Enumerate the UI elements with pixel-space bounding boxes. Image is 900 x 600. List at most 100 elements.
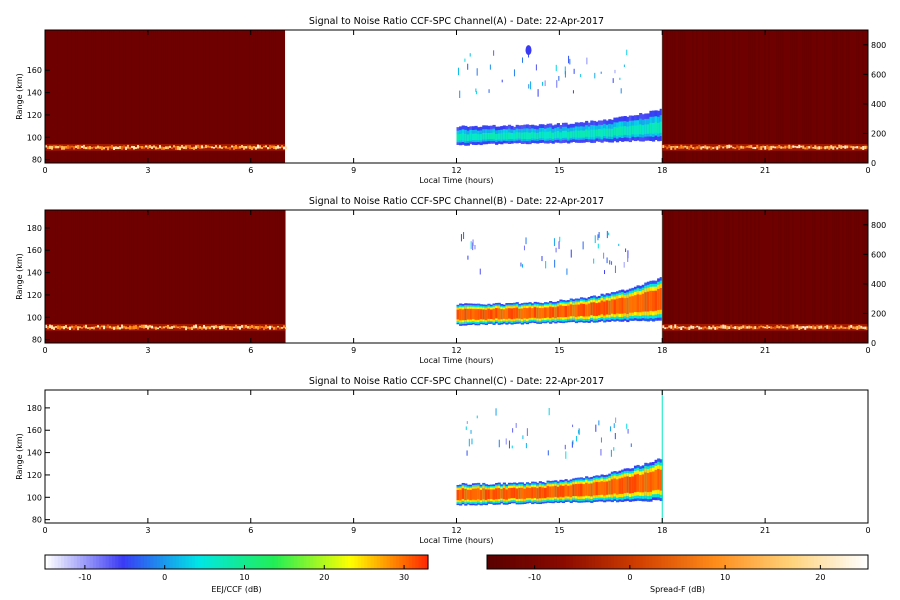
colorbar-swatch	[249, 555, 254, 569]
layer-pixel	[65, 324, 67, 329]
colorbar-swatch	[820, 555, 825, 569]
colorbar-swatch	[303, 555, 308, 569]
colorbar-swatch	[121, 555, 126, 569]
echo-pixel	[549, 131, 553, 139]
layer-pixel	[700, 146, 703, 150]
colorbar-swatch	[623, 555, 628, 569]
echo-pixel	[541, 308, 545, 319]
layer-pixel	[127, 327, 129, 329]
layer-pixel	[53, 326, 55, 330]
weak-return	[603, 252, 605, 259]
layer-pixel	[233, 146, 235, 150]
echo-pixel	[574, 130, 578, 138]
background-texture	[752, 30, 754, 163]
background-texture	[153, 30, 154, 163]
layer-pixel	[800, 145, 803, 148]
y2-tick-label: 0	[871, 159, 876, 168]
layer-pixel	[283, 146, 285, 150]
echo-pixel	[600, 300, 604, 315]
layer-pixel	[824, 146, 827, 150]
layer-pixel	[702, 146, 705, 149]
echo-pixel	[551, 307, 555, 318]
background-texture	[702, 210, 704, 343]
layer-pixel	[866, 326, 869, 330]
background-texture	[87, 210, 88, 343]
y2-tick-label: 600	[871, 70, 886, 79]
layer-pixel	[191, 326, 193, 330]
colorbar-swatch	[70, 555, 75, 569]
layer-pixel	[864, 145, 867, 150]
weak-return	[618, 243, 620, 246]
layer-pixel	[193, 146, 195, 150]
weak-return	[626, 49, 628, 56]
background-texture	[750, 30, 752, 163]
echo-pixel	[489, 489, 494, 500]
background-texture	[692, 30, 694, 163]
background-texture	[768, 30, 770, 163]
colorbar-swatch	[293, 555, 298, 569]
echo-pixel	[495, 488, 499, 500]
echo-pixel	[546, 307, 550, 318]
echo-pixel	[536, 307, 540, 319]
background-texture	[854, 210, 856, 343]
colorbar-swatch	[89, 555, 94, 569]
x-tick-label: 6	[248, 346, 253, 355]
layer-pixel	[261, 326, 263, 328]
colorbar-swatch	[73, 555, 78, 569]
colorbar-swatch	[255, 555, 260, 569]
layer-pixel	[832, 327, 835, 330]
echo-pixel	[621, 297, 625, 314]
echo-pixel	[597, 482, 602, 496]
colorbar-swatch	[614, 555, 618, 569]
layer-pixel	[81, 327, 83, 329]
background-texture	[199, 210, 200, 343]
colorbar-swatch	[396, 555, 400, 569]
y-tick-label: 160	[27, 426, 42, 435]
layer-pixel	[261, 147, 263, 149]
layer-pixel	[141, 145, 143, 149]
echo-pixel	[579, 303, 584, 316]
colorbar-swatch	[188, 555, 193, 569]
layer-pixel	[55, 326, 57, 328]
echo-pixel	[497, 133, 501, 140]
echo-pixel	[567, 305, 571, 317]
background-texture	[93, 210, 94, 343]
layer-pixel	[219, 145, 221, 149]
background-texture	[249, 30, 250, 163]
colorbar-swatch	[807, 555, 812, 569]
weak-return	[471, 438, 473, 445]
layer-pixel	[828, 325, 831, 330]
layer-pixel	[696, 325, 699, 328]
colorbar-swatch	[96, 555, 100, 569]
layer-pixel	[750, 145, 753, 149]
colorbar-swatch	[842, 555, 847, 569]
layer-pixel	[698, 144, 701, 149]
background-texture	[209, 210, 210, 343]
y2-tick-label: 400	[871, 100, 886, 109]
colorbar-swatch	[610, 555, 615, 569]
data-segment-2	[662, 210, 869, 343]
background-texture	[672, 30, 674, 163]
weak-return	[535, 64, 537, 71]
layer-pixel	[758, 146, 761, 150]
echo-pixel	[577, 130, 581, 138]
layer-pixel	[123, 325, 125, 329]
layer-pixel	[75, 325, 77, 329]
weak-return	[495, 408, 497, 416]
colorbar-swatch	[287, 555, 292, 569]
background-texture	[808, 30, 810, 163]
layer-pixel	[770, 145, 773, 150]
weak-return	[472, 242, 474, 251]
colorbar-swatch	[329, 555, 333, 569]
weak-return	[610, 426, 612, 432]
colorbar-swatch	[185, 555, 190, 569]
colorbar-swatch	[674, 555, 679, 569]
layer-pixel	[201, 326, 203, 330]
background-texture	[213, 210, 214, 343]
colorbar-swatch	[223, 555, 228, 569]
background-texture	[75, 30, 76, 163]
colorbar-tick-label: 20	[815, 573, 825, 582]
layer-pixel	[267, 147, 269, 150]
y2-tick-label: 400	[871, 280, 886, 289]
weak-return	[475, 88, 477, 92]
